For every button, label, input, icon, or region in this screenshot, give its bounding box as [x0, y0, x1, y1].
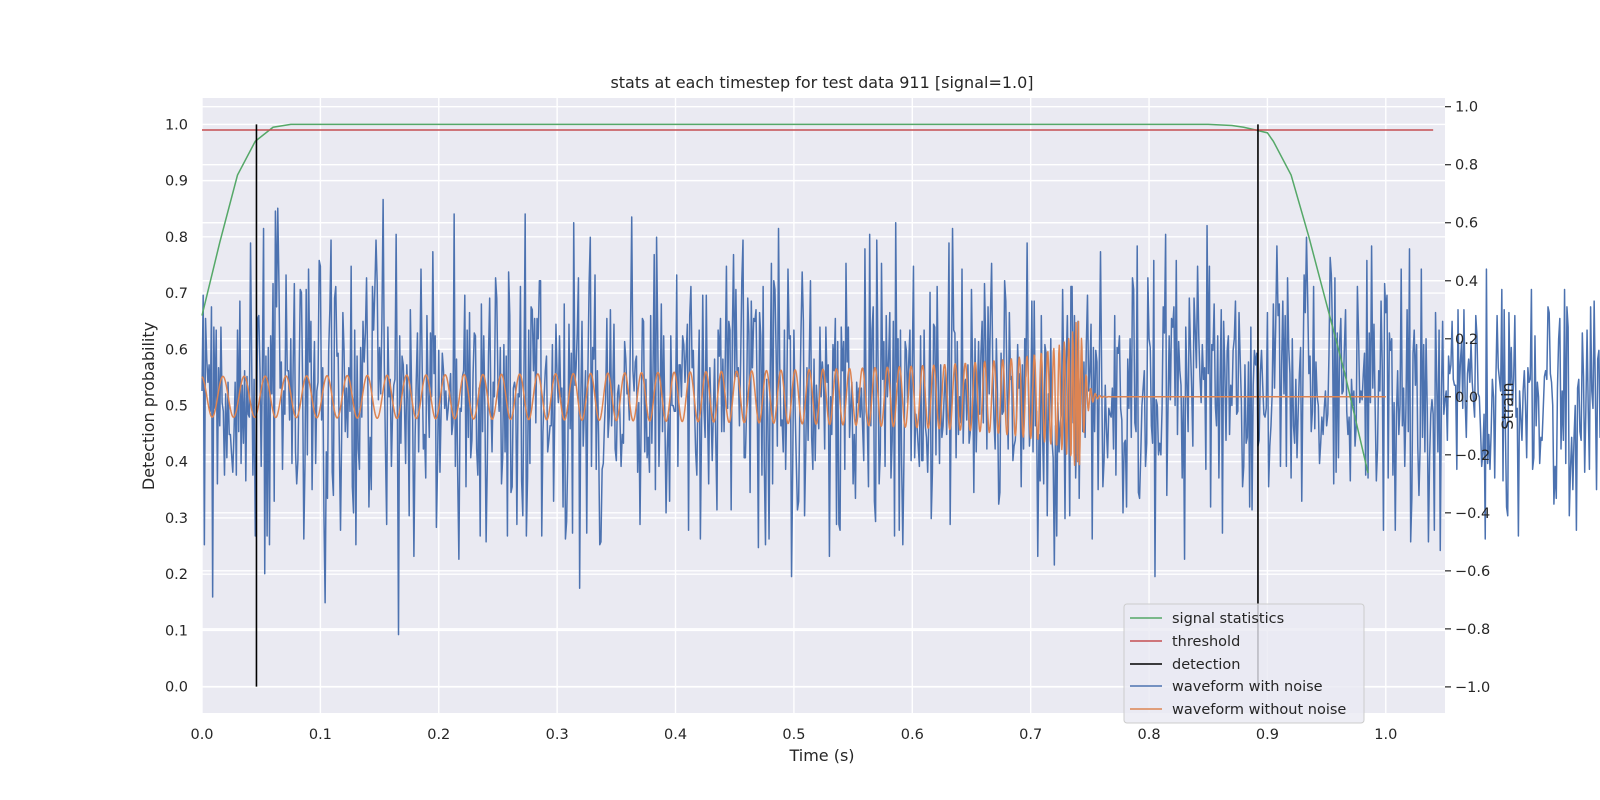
- x-tick-label: 0.5: [782, 727, 805, 743]
- x-tick-label: 0.1: [309, 727, 332, 743]
- series-line-waveform-without-noise: [201, 320, 1387, 467]
- left-axis-ticks: 0.0 0.1 0.2 0.3 0.4 0.5 0.6 0.7 0.8 0.9 1.0: [165, 117, 188, 695]
- y-left-tick-label: 1.0: [165, 117, 188, 133]
- x-tick-label: 0.8: [1138, 727, 1161, 743]
- series-detection-lines: [255, 124, 1259, 687]
- x-tick-label: 0.7: [1019, 727, 1042, 743]
- y-right-tick-label: −0.6: [1455, 564, 1490, 580]
- legend-label: signal statistics: [1172, 611, 1284, 627]
- legend-item-waveform-without-noise: waveform without noise: [1130, 702, 1346, 718]
- y-left-tick-label: 0.0: [165, 680, 188, 696]
- x-axis-label: Time (s): [788, 746, 854, 765]
- y-right-tick-label: −1.0: [1455, 680, 1490, 696]
- x-tick-label: 0.6: [901, 727, 924, 743]
- y-left-tick-label: 0.5: [165, 399, 188, 415]
- x-tick-label: 0.2: [427, 727, 450, 743]
- right-axis-ticks: −1.0 −0.8 −0.6 −0.4 −0.2 0.0 0.2 0.4 0.6 0.8 1.0: [1445, 100, 1490, 696]
- legend-item-threshold: threshold: [1130, 634, 1240, 650]
- y-right-tick-label: 0.6: [1455, 216, 1478, 232]
- x-tick-label: 0.9: [1256, 727, 1279, 743]
- x-tick-label: 0.0: [190, 727, 213, 743]
- y-left-tick-label: 0.2: [165, 567, 188, 583]
- y-left-tick-label: 0.3: [165, 511, 188, 527]
- x-tick-label: 0.3: [546, 727, 569, 743]
- y-left-tick-label: 0.1: [165, 623, 188, 639]
- legend-label: threshold: [1172, 634, 1240, 650]
- series-line-waveform-with-noise: [201, 198, 1600, 636]
- y-left-tick-label: 0.7: [165, 286, 188, 302]
- y-left-tick-label: 0.8: [165, 230, 188, 246]
- y-left-tick-label: 0.6: [165, 342, 188, 358]
- legend-label: detection: [1172, 657, 1240, 673]
- y-right-tick-label: −0.8: [1455, 622, 1490, 638]
- legend-label: waveform without noise: [1172, 702, 1346, 718]
- x-axis-ticks: 0.0 0.1 0.2 0.3 0.4 0.5 0.6 0.7 0.8 0.9 1.0: [190, 727, 1397, 743]
- legend-label: waveform with noise: [1172, 679, 1323, 695]
- chart-title: stats at each timestep for test data 911…: [610, 73, 1033, 92]
- y-right-tick-label: 0.0: [1455, 390, 1478, 406]
- legend-box: [1123, 603, 1365, 724]
- y-left-tick-label: 0.9: [165, 174, 188, 190]
- y-left-tick-label: 0.4: [165, 455, 188, 471]
- y-right-tick-label: 0.8: [1455, 158, 1478, 174]
- x-tick-label: 0.4: [664, 727, 687, 743]
- y-right-tick-label: −0.2: [1455, 448, 1490, 464]
- y-right-tick-label: 0.2: [1455, 332, 1478, 348]
- legend-item-waveform-with-noise: waveform with noise: [1130, 679, 1323, 695]
- y-right-tick-label: 1.0: [1455, 100, 1478, 116]
- y-axis-label-left: Detection probability: [139, 322, 158, 490]
- legend-item-signal-statistics: signal statistics: [1130, 611, 1284, 627]
- legend: signal statistics threshold detection wa…: [1123, 603, 1365, 724]
- x-tick-label: 1.0: [1374, 727, 1397, 743]
- y-axis-label-right: Strain: [1498, 382, 1517, 429]
- series-layer: [201, 123, 1600, 687]
- y-right-tick-label: 0.4: [1455, 274, 1478, 290]
- y-right-tick-label: −0.4: [1455, 506, 1490, 522]
- legend-item-detection: detection: [1130, 657, 1240, 673]
